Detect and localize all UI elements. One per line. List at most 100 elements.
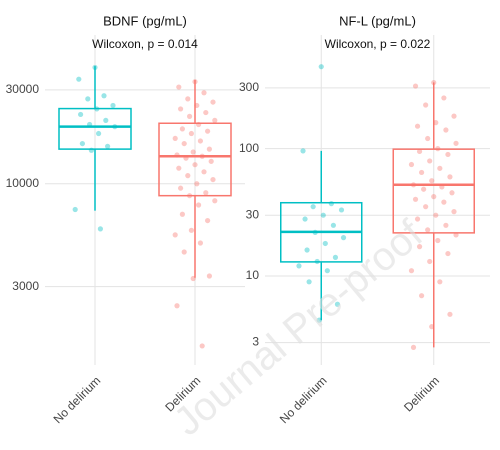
y-tick-label: 10 <box>246 268 260 282</box>
point <box>340 235 347 241</box>
point <box>316 317 322 323</box>
point <box>296 263 302 269</box>
point <box>174 152 180 158</box>
point <box>206 146 212 152</box>
point <box>410 344 417 350</box>
point <box>112 124 118 130</box>
point <box>416 148 423 155</box>
point <box>416 244 423 250</box>
point <box>187 113 193 119</box>
x-tick-label: No delirium <box>277 373 330 426</box>
point <box>435 146 441 152</box>
y-tick-label: 30 <box>246 207 260 221</box>
point <box>183 155 189 161</box>
box <box>58 107 132 150</box>
point <box>445 250 451 257</box>
point <box>449 190 455 196</box>
point <box>302 216 308 222</box>
point <box>443 222 449 228</box>
y-tick-label: 3 <box>252 335 259 349</box>
point <box>194 102 200 109</box>
point <box>421 186 427 192</box>
point <box>412 196 419 202</box>
point <box>423 204 429 210</box>
point <box>199 153 205 159</box>
point <box>423 102 429 108</box>
chart-title: BDNF (pg/mL) <box>103 13 187 28</box>
box <box>158 122 232 197</box>
point <box>447 174 453 180</box>
point <box>429 324 435 330</box>
point <box>429 178 435 184</box>
point <box>208 158 214 164</box>
point <box>185 96 191 102</box>
point <box>427 258 433 265</box>
point <box>196 121 202 128</box>
point <box>414 216 421 222</box>
point <box>176 84 182 90</box>
point <box>185 173 191 179</box>
point <box>447 311 453 317</box>
point <box>427 158 433 164</box>
point <box>105 143 111 149</box>
point <box>92 64 98 71</box>
y-tick-label: 10000 <box>6 176 40 190</box>
point <box>451 113 457 119</box>
point <box>419 293 425 299</box>
point <box>206 273 212 279</box>
point <box>196 202 202 208</box>
point <box>332 254 339 260</box>
point <box>110 102 116 109</box>
box <box>392 148 475 234</box>
point <box>304 247 310 253</box>
point <box>181 249 187 255</box>
point <box>322 240 328 247</box>
point <box>312 229 318 235</box>
point <box>188 130 194 137</box>
point <box>178 185 184 191</box>
point <box>203 190 209 196</box>
y-tick-label: 3000 <box>12 279 39 293</box>
point <box>330 222 336 228</box>
point <box>412 83 419 89</box>
point <box>179 126 185 132</box>
point <box>178 106 184 112</box>
x-tick-label: No delirium <box>51 373 104 426</box>
point <box>338 207 345 213</box>
y-tick-label: 30000 <box>6 82 40 96</box>
point <box>101 93 107 99</box>
x-tick-label: Delirium <box>401 373 442 414</box>
point <box>419 169 425 176</box>
point <box>179 211 185 217</box>
point <box>451 209 457 215</box>
point <box>443 127 449 133</box>
point <box>453 232 459 238</box>
point <box>79 140 85 147</box>
point <box>188 227 194 233</box>
point <box>425 135 431 142</box>
point <box>174 303 180 309</box>
point <box>414 123 421 129</box>
y-tick-label: 300 <box>239 80 259 94</box>
point <box>97 226 103 232</box>
point <box>194 181 200 187</box>
point <box>431 79 437 86</box>
point <box>201 90 207 96</box>
point <box>201 169 207 175</box>
point <box>320 212 326 218</box>
point <box>199 343 205 349</box>
point <box>334 301 341 307</box>
point <box>197 240 203 246</box>
point <box>212 198 218 204</box>
point <box>197 138 203 144</box>
point <box>190 275 196 282</box>
chart-subtitle: Wilcoxon, p = 0.022 <box>325 37 431 51</box>
point <box>453 140 459 146</box>
point <box>445 151 451 158</box>
point <box>103 117 109 123</box>
point <box>408 268 415 274</box>
point <box>94 106 100 112</box>
point <box>324 268 330 274</box>
point <box>181 140 187 147</box>
